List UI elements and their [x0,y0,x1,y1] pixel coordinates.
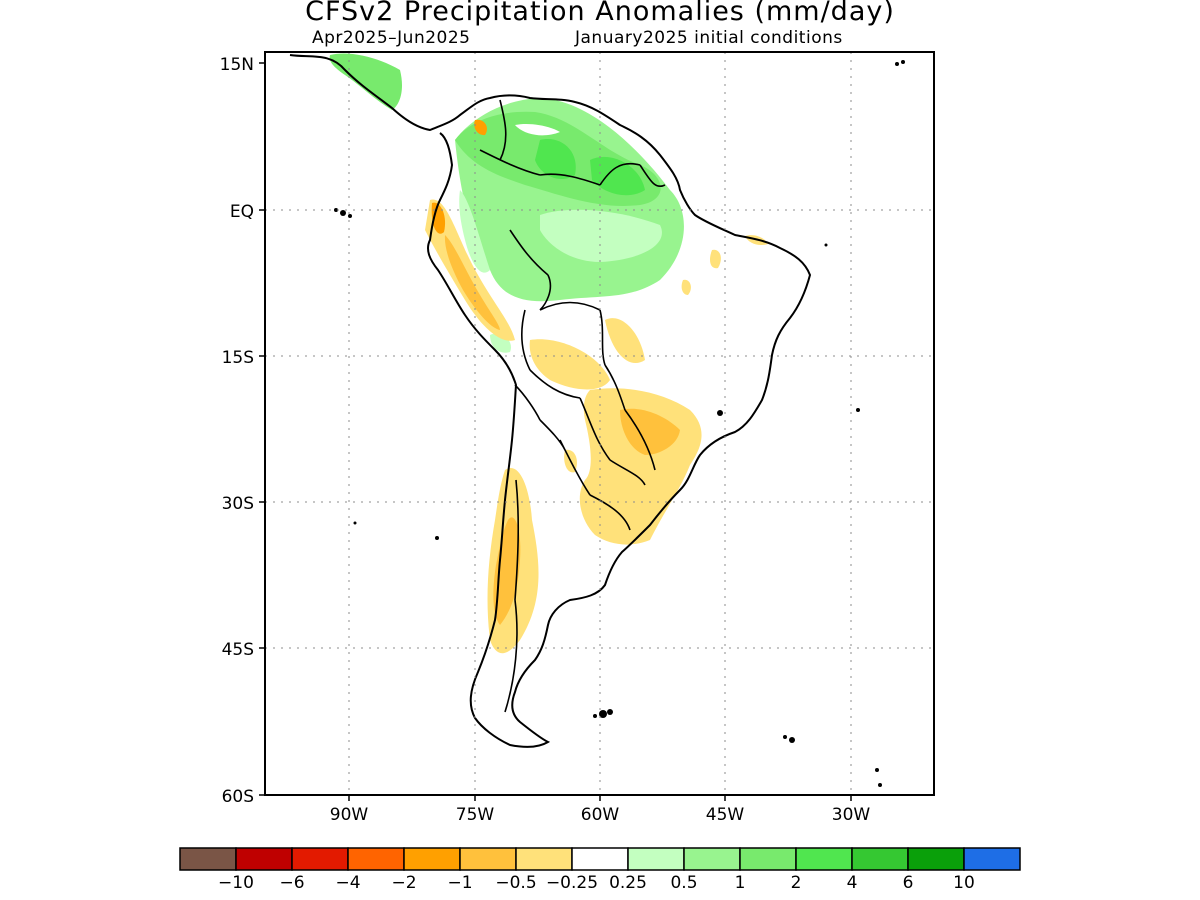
lon-label-30w: 30W [832,805,871,825]
south-america-coastline [289,54,812,748]
wet-anomalies [329,53,684,353]
colorbar-swatch [851,847,909,871]
colorbar-label: 1 [735,873,746,893]
colorbar-swatch [179,847,237,871]
initial-conditions: January2025 initial conditions [575,28,843,48]
country-borders [479,99,666,713]
colorbar-label: 0.25 [609,873,647,893]
lon-label-75w: 75W [456,805,495,825]
lat-label-45s: 45S [222,640,254,660]
lat-label-30s: 30S [222,494,254,514]
colorbar-label: −4 [335,873,360,893]
colorbar-label: 10 [953,873,975,893]
colorbar-swatch [963,847,1021,871]
colorbar-label: −6 [279,873,304,893]
colorbar-label: −0.5 [495,873,536,893]
colorbar-swatch [235,847,293,871]
lon-label-60w: 60W [581,805,620,825]
colorbar-swatch [907,847,965,871]
colorbar-swatch [571,847,629,871]
colorbar-swatch [795,847,853,871]
colorbar-swatch [739,847,797,871]
colorbar-label: 4 [847,873,858,893]
islands [334,60,905,787]
lat-label-eq: EQ [230,202,254,222]
colorbar-swatch [291,847,349,871]
map-title: CFSv2 Precipitation Anomalies (mm/day) [305,0,895,27]
colorbar-label: 6 [903,873,914,893]
colorbar-swatch [683,847,741,871]
colorbar-swatch [459,847,517,871]
lon-label-90w: 90W [330,805,369,825]
forecast-period: Apr2025–Jun2025 [312,28,471,48]
colorbar-label: 0.5 [670,873,697,893]
colorbar-label: 2 [791,873,802,893]
colorbar: −10 −6 −4 −2 −1 −0.5 −0.25 0.25 0.5 1 2 4 6 10 [179,847,1021,893]
lon-label-45w: 45W [706,805,745,825]
map-area [289,53,905,787]
colorbar-label: −1 [447,873,472,893]
colorbar-swatch [403,847,461,871]
colorbar-swatch [515,847,573,871]
colorbar-label: −0.25 [546,873,598,893]
lon-ticks [348,795,852,801]
colorbar-label: −2 [391,873,416,893]
lat-label-15n: 15N [220,55,254,75]
lat-label-60s: 60S [222,787,254,807]
colorbar-swatch [627,847,685,871]
colorbar-label: −10 [218,873,254,893]
dry-anomalies [425,119,768,654]
colorbar-swatch [347,847,405,871]
lat-ticks [259,62,265,796]
lat-label-15s: 15S [222,348,254,368]
